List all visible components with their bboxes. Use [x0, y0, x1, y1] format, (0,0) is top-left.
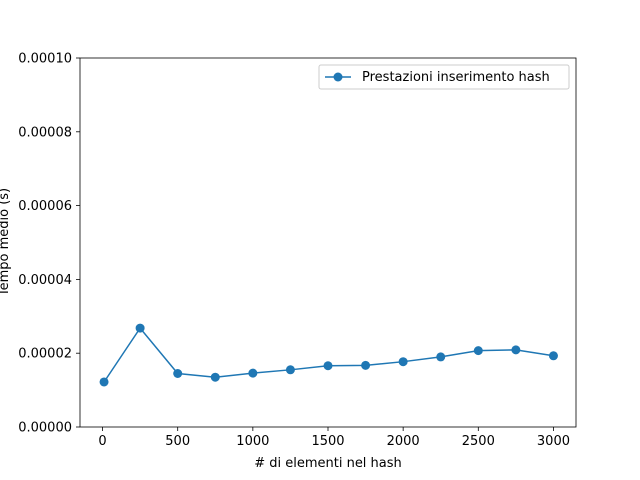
y-tick-label: 0.00000 — [18, 421, 72, 436]
legend-frame — [318, 64, 570, 90]
data-point — [210, 372, 220, 382]
data-point — [436, 352, 446, 362]
data-point — [398, 357, 408, 367]
data-point — [511, 345, 521, 355]
y-tick-label: 0.00002 — [18, 347, 72, 362]
series-line — [103, 326, 554, 383]
x-axis: 0 500 1000 1500 2000 2500 3000 — [98, 427, 570, 449]
x-tick-label: 500 — [165, 434, 190, 449]
data-point — [285, 365, 295, 375]
y-tick-label: 0.00006 — [18, 199, 72, 214]
x-tick-label: 2000 — [387, 434, 420, 449]
x-tick-label: 1500 — [311, 434, 344, 449]
axes-frame — [79, 57, 577, 428]
x-tick-label: 0 — [98, 434, 106, 449]
data-point — [361, 360, 371, 370]
plot-area — [79, 57, 577, 428]
data-point — [473, 346, 483, 356]
y-axis-label: Tempo medio (s) — [0, 188, 12, 297]
data-point — [173, 369, 183, 378]
legend-marker-swatch — [333, 72, 343, 82]
legend: Prestazioni inserimento hash — [318, 64, 570, 90]
data-point — [99, 377, 109, 387]
y-axis: 0.00000 0.00002 0.00004 0.00006 0.00008 0.000… — [18, 52, 80, 436]
x-tick-label: 1000 — [236, 434, 269, 449]
y-tick-label: 0.00008 — [18, 125, 72, 140]
x-tick-label: 2500 — [462, 434, 495, 449]
x-axis-label: # di elementi nel hash — [254, 456, 402, 471]
y-tick-label: 0.00010 — [18, 52, 72, 67]
x-tick-label: 3000 — [537, 434, 570, 449]
legend-entry-label: Prestazioni inserimento hash — [362, 70, 550, 85]
data-point — [248, 368, 258, 378]
data-point — [548, 351, 558, 361]
data-point — [135, 323, 145, 333]
y-tick-label: 0.00004 — [18, 273, 72, 288]
data-point — [323, 361, 333, 371]
